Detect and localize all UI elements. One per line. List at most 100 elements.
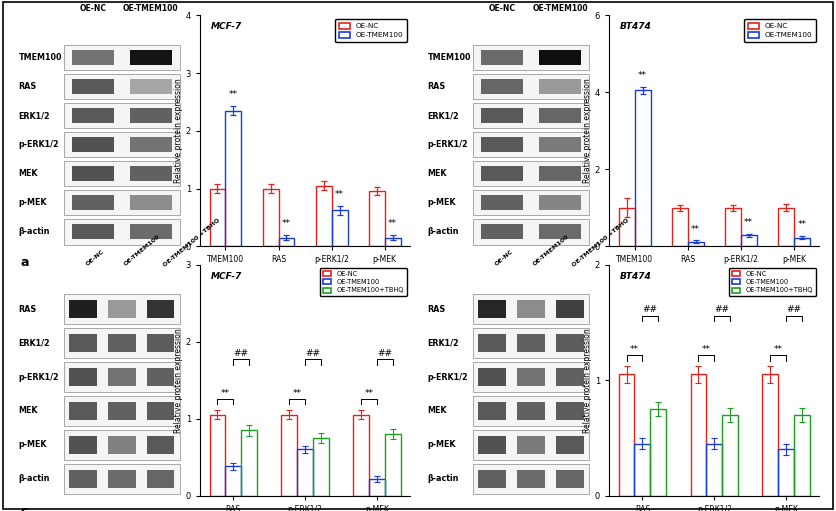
Bar (473, 219, 589, 245)
Bar (478, 436, 507, 454)
Text: OE-TMEM100: OE-TMEM100 (123, 4, 179, 13)
Text: MCF-7: MCF-7 (211, 272, 242, 281)
Legend: OE-NC, OE-TMEM100, OE-TMEM100+TBHQ: OE-NC, OE-TMEM100, OE-TMEM100+TBHQ (320, 268, 407, 296)
Text: **: ** (701, 344, 711, 354)
Bar (146, 300, 175, 318)
Text: p-MEK: p-MEK (18, 440, 47, 449)
Text: TMEM100: TMEM100 (427, 53, 471, 62)
Bar (108, 334, 135, 352)
Bar (539, 195, 581, 211)
Bar (72, 50, 114, 65)
Text: β-actin: β-actin (18, 227, 50, 236)
Text: p-ERK1/2: p-ERK1/2 (427, 373, 468, 382)
Text: ERK1/2: ERK1/2 (427, 339, 459, 348)
Bar (725, 208, 741, 246)
Bar (64, 219, 180, 245)
Bar (69, 436, 97, 454)
Bar (130, 79, 171, 94)
Text: **: ** (691, 224, 700, 234)
Bar (539, 79, 581, 94)
Text: MEK: MEK (18, 169, 38, 178)
Bar (473, 396, 589, 426)
Text: **: ** (364, 388, 374, 398)
Text: BT474: BT474 (619, 22, 651, 31)
Bar (706, 444, 722, 496)
Bar (473, 362, 589, 392)
Bar (385, 434, 400, 496)
Text: p-ERK1/2: p-ERK1/2 (427, 140, 468, 149)
Text: **: ** (630, 344, 639, 354)
Text: **: ** (282, 219, 291, 228)
Text: RAS: RAS (427, 305, 446, 314)
Bar (556, 470, 584, 487)
Text: **: ** (221, 388, 230, 398)
Text: **: ** (293, 388, 302, 398)
Bar (672, 208, 688, 246)
Bar (69, 300, 97, 318)
Text: RAS: RAS (18, 305, 37, 314)
Bar (688, 242, 704, 246)
Bar (478, 470, 507, 487)
Bar (635, 90, 650, 246)
Bar (478, 334, 507, 352)
Bar (539, 166, 581, 181)
Bar (72, 137, 114, 152)
Bar (481, 108, 522, 123)
Bar (481, 137, 522, 152)
Bar (741, 236, 757, 246)
Bar (517, 300, 545, 318)
Text: b: b (788, 265, 797, 278)
Bar (473, 132, 589, 157)
Text: OE-NC: OE-NC (79, 4, 106, 13)
Legend: OE-NC, OE-TMEM100: OE-NC, OE-TMEM100 (335, 19, 406, 42)
Bar (108, 470, 135, 487)
Bar (778, 450, 794, 496)
Bar (130, 108, 171, 123)
Bar (473, 161, 589, 187)
Text: MEK: MEK (18, 406, 38, 415)
Text: ##: ## (787, 306, 802, 314)
Bar (481, 166, 522, 181)
Text: β-actin: β-actin (427, 227, 459, 236)
Bar (369, 479, 385, 496)
Legend: OE-NC, OE-TMEM100, OE-TMEM100+TBHQ: OE-NC, OE-TMEM100, OE-TMEM100+TBHQ (729, 268, 816, 296)
Bar (556, 300, 584, 318)
Bar (130, 137, 171, 152)
Bar (146, 402, 175, 420)
Text: MEK: MEK (427, 406, 447, 415)
Bar (108, 436, 135, 454)
Bar (146, 470, 175, 487)
Bar (619, 208, 635, 246)
Bar (481, 224, 522, 240)
Bar (478, 368, 507, 386)
Bar (64, 294, 180, 324)
Bar (146, 368, 175, 386)
Text: OE-TMEM100: OE-TMEM100 (533, 234, 570, 267)
Text: ERK1/2: ERK1/2 (427, 111, 459, 120)
Bar (473, 329, 589, 358)
Bar (517, 470, 545, 487)
Bar (313, 438, 329, 496)
Bar (64, 74, 180, 99)
Bar (473, 190, 589, 216)
Text: β-actin: β-actin (427, 474, 459, 483)
Bar (316, 185, 332, 246)
Text: BT474: BT474 (619, 272, 651, 281)
Text: ##: ## (305, 349, 320, 358)
Text: **: ** (773, 344, 782, 354)
Bar (478, 402, 507, 420)
Bar (64, 161, 180, 187)
Text: ERK1/2: ERK1/2 (18, 111, 50, 120)
Bar (72, 79, 114, 94)
Bar (481, 195, 522, 211)
Bar (539, 137, 581, 152)
Bar (473, 103, 589, 128)
Bar (64, 362, 180, 392)
Bar (263, 189, 278, 246)
Bar (691, 375, 706, 496)
Bar (777, 208, 794, 246)
Bar (473, 294, 589, 324)
Bar (517, 368, 545, 386)
Bar (108, 300, 135, 318)
Bar (473, 45, 589, 71)
